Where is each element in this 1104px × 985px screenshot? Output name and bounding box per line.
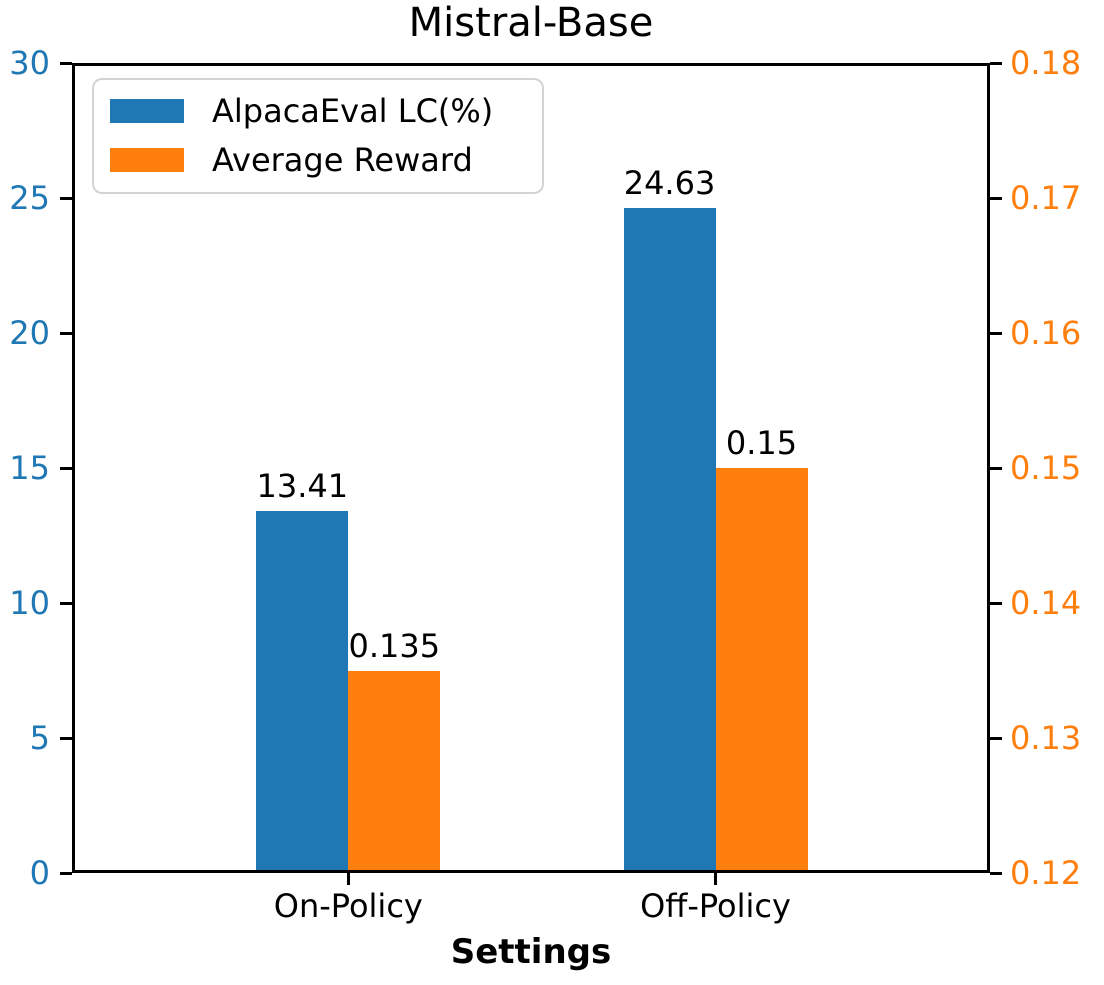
- y-axis-right-tick-label: 0.14: [1010, 584, 1082, 622]
- legend-entry: Average Reward: [110, 140, 516, 179]
- y-axis-left-tick-label: 15: [9, 449, 50, 487]
- bar-average-reward: [348, 670, 441, 873]
- y-axis-left-tick-label: 0: [29, 854, 50, 892]
- bar-value-label: 0.135: [348, 626, 441, 665]
- y-axis-right-tick-label: 0.13: [1010, 719, 1082, 757]
- y-axis-left-tick-label: 10: [9, 584, 50, 622]
- y-axis-left-tick-label: 25: [9, 179, 50, 217]
- x-axis-tick-label: Off-Policy: [640, 887, 791, 925]
- y-axis-left-tick-mark: [60, 196, 72, 200]
- legend: AlpacaEval LC(%) Average Reward: [92, 78, 544, 194]
- legend-entry: AlpacaEval LC(%): [110, 93, 516, 130]
- y-axis-left-tick-label: 30: [9, 44, 50, 82]
- x-axis-tick-mark: [714, 873, 718, 885]
- y-axis-right-tick-mark: [990, 196, 1002, 200]
- y-axis-left-tick-mark: [60, 466, 72, 470]
- y-axis-right-tick-mark: [990, 871, 1002, 875]
- y-axis-left-tick-mark: [60, 331, 72, 335]
- y-axis-right-tick-mark: [990, 331, 1002, 335]
- y-axis-left-tick-label: 20: [9, 314, 50, 352]
- bar-alpacaeval-lc: [256, 510, 349, 873]
- plot-background: [72, 63, 990, 873]
- x-axis-tick-label: On-Policy: [273, 887, 423, 925]
- legend-swatch: [110, 99, 184, 124]
- bar-value-label: 0.15: [725, 424, 798, 462]
- y-axis-right-tick-mark: [990, 601, 1002, 605]
- y-axis-right-tick-mark: [990, 61, 1002, 65]
- y-axis-left-tick-label: 5: [29, 719, 50, 757]
- legend-label: AlpacaEval LC(%): [212, 92, 494, 130]
- y-axis-right-tick-label: 0.15: [1010, 449, 1082, 487]
- chart-title: Mistral-Base: [408, 0, 654, 46]
- y-axis-right-tick-label: 0.12: [1010, 854, 1082, 892]
- bar-average-reward: [715, 468, 808, 873]
- bar-value-label: 24.63: [623, 163, 716, 202]
- y-axis-right-tick-mark: [990, 466, 1002, 470]
- y-axis-left-tick-mark: [60, 61, 72, 65]
- y-axis-left-tick-mark: [60, 736, 72, 740]
- x-axis-tick-mark: [346, 873, 350, 885]
- y-axis-left-tick-mark: [60, 871, 72, 875]
- bar-value-label: 13.41: [256, 466, 349, 505]
- legend-label: Average Reward: [212, 140, 473, 179]
- y-axis-right-tick-label: 0.17: [1010, 179, 1082, 217]
- legend-swatch: [110, 148, 184, 173]
- y-axis-right-tick-mark: [990, 736, 1002, 740]
- bar-alpacaeval-lc: [623, 207, 716, 873]
- y-axis-right-tick-label: 0.18: [1010, 44, 1082, 82]
- y-axis-left-tick-mark: [60, 601, 72, 605]
- x-axis-label: Settings: [450, 932, 612, 972]
- y-axis-right-tick-label: 0.16: [1010, 314, 1082, 352]
